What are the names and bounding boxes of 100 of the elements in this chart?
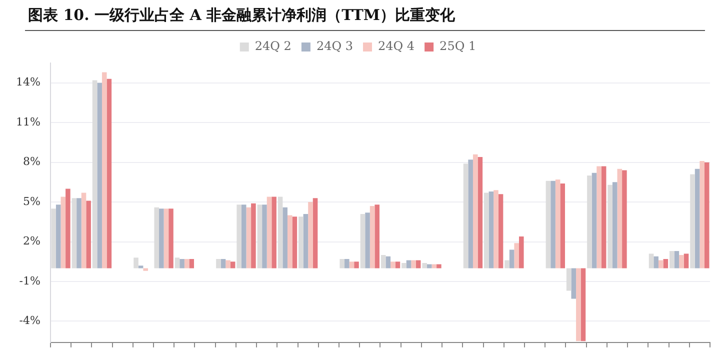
bar	[422, 262, 427, 268]
y-tick-label: -4%	[19, 314, 40, 328]
bar	[700, 160, 704, 268]
bar	[601, 166, 606, 268]
bar	[60, 196, 66, 268]
legend-label: 24Q 4	[378, 39, 415, 54]
bar	[468, 160, 473, 268]
bar	[298, 216, 304, 268]
bar	[282, 207, 288, 268]
bar	[220, 258, 226, 268]
y-tick-label: 2%	[22, 234, 40, 248]
bar	[246, 207, 252, 268]
bar	[97, 82, 102, 268]
bar	[262, 204, 267, 268]
bar	[266, 196, 272, 268]
y-tick-label: 5%	[22, 194, 40, 208]
bar	[395, 262, 400, 268]
bar	[102, 72, 107, 268]
bar	[580, 268, 586, 342]
bar	[658, 260, 664, 268]
bar	[365, 212, 370, 268]
bar	[370, 206, 375, 268]
bar	[690, 174, 695, 268]
bar	[411, 260, 416, 268]
bar	[303, 214, 308, 268]
bar	[159, 208, 164, 268]
bar	[566, 268, 572, 291]
bar	[251, 203, 256, 268]
bar	[292, 216, 298, 268]
bar	[617, 168, 622, 268]
bar	[272, 196, 276, 268]
bar	[472, 154, 478, 268]
bar	[168, 208, 174, 268]
bar	[354, 262, 359, 268]
bar	[654, 256, 658, 268]
bar	[402, 262, 406, 268]
bar	[704, 162, 710, 268]
bar	[684, 254, 689, 268]
bar	[592, 172, 597, 268]
bar	[340, 258, 345, 268]
bar	[312, 198, 318, 268]
bar	[463, 164, 468, 268]
legend-label: 24Q 2	[254, 39, 292, 54]
bar	[694, 168, 700, 268]
bar	[498, 194, 504, 268]
chart-title: 图表 10. 一级行业占全 A 非金融累计净利润（TTM）比重变化	[25, 0, 705, 31]
bar	[76, 198, 82, 268]
bar	[504, 260, 510, 268]
bar	[349, 262, 354, 268]
y-tick-label: 8%	[22, 155, 40, 168]
bar	[226, 260, 230, 268]
bar	[518, 236, 524, 268]
bar	[56, 204, 61, 268]
bar	[278, 196, 283, 268]
bar	[230, 262, 236, 268]
bar	[509, 250, 514, 268]
bar	[216, 258, 221, 268]
bar	[436, 264, 442, 268]
bar	[81, 192, 86, 268]
bar	[154, 207, 160, 268]
bar	[648, 254, 654, 268]
bar	[494, 190, 498, 268]
bar	[679, 255, 684, 268]
bar	[478, 157, 483, 268]
bar	[360, 214, 366, 268]
bar	[164, 208, 169, 268]
y-tick-label: 11%	[16, 115, 40, 128]
bar	[674, 251, 680, 268]
bar	[550, 180, 556, 268]
bar	[555, 180, 560, 268]
legend-label: 24Q 3	[316, 39, 354, 54]
bar	[257, 204, 262, 268]
bar	[622, 170, 627, 268]
bar	[241, 204, 246, 268]
bar	[587, 176, 592, 268]
bar	[134, 258, 138, 268]
bar	[670, 251, 674, 268]
bar	[236, 204, 242, 268]
bar	[488, 191, 494, 268]
bar	[287, 215, 292, 268]
bar	[390, 262, 396, 268]
bar	[66, 188, 70, 268]
legend-label: 25Q 1	[440, 39, 476, 54]
bar	[380, 255, 386, 268]
bar	[426, 264, 432, 268]
y-tick-label: -1%	[19, 274, 40, 288]
bar	[514, 243, 519, 268]
bar	[576, 268, 581, 342]
bar	[189, 258, 194, 268]
bar	[92, 80, 98, 268]
bar	[72, 198, 77, 268]
bar	[571, 268, 576, 299]
bar	[184, 258, 190, 268]
y-tick-label: 14%	[16, 76, 40, 89]
bar	[344, 258, 350, 268]
bar	[386, 256, 391, 268]
bar	[143, 268, 148, 271]
bar	[484, 192, 489, 268]
bar	[608, 184, 612, 268]
bar	[174, 258, 180, 268]
